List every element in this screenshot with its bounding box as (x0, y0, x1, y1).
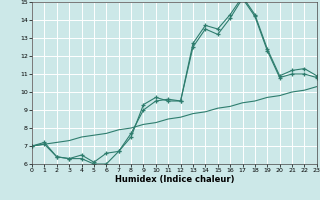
X-axis label: Humidex (Indice chaleur): Humidex (Indice chaleur) (115, 175, 234, 184)
